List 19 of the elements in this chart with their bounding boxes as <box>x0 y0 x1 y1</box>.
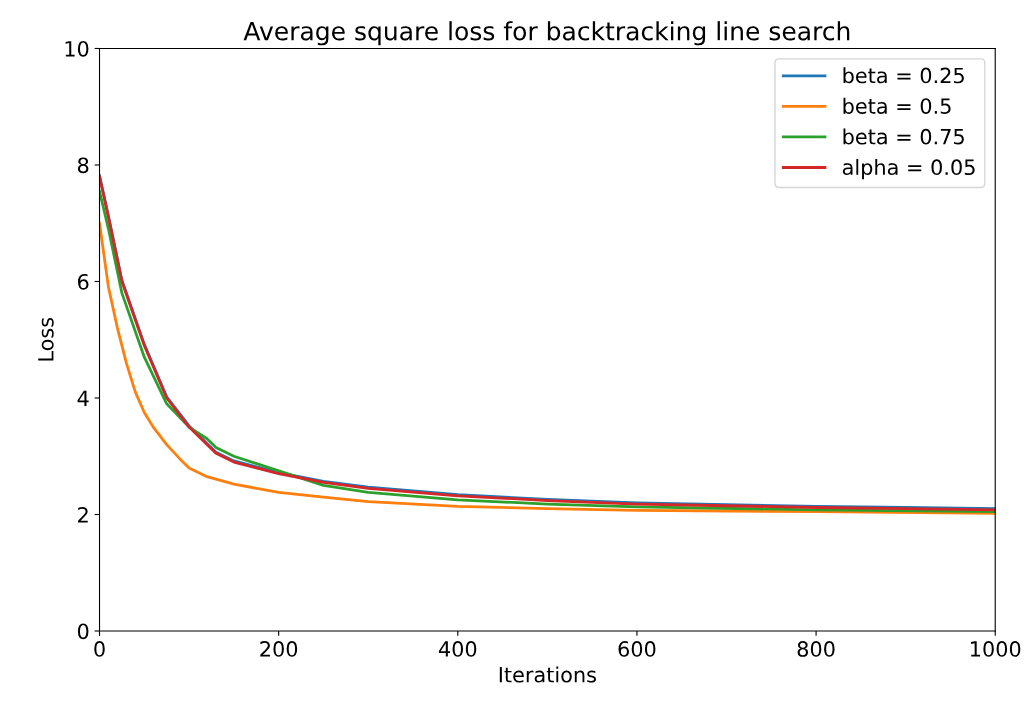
x-tick-label: 600 <box>618 641 656 657</box>
y-tick-label: 6 <box>78 273 89 290</box>
legend-label: beta = 0.25 <box>843 67 964 84</box>
y-tick-label: 2 <box>78 506 88 523</box>
y-tick-label: 8 <box>77 157 89 174</box>
chart-title: Average square loss for backtracking line search <box>243 21 850 46</box>
legend-label: beta = 0.5 <box>843 97 951 114</box>
y-tick-label: 0 <box>77 623 89 640</box>
x-tick-label: 200 <box>260 641 298 657</box>
y-axis-title: Loss <box>38 317 54 361</box>
y-tick-label: 4 <box>77 390 89 406</box>
y-tick-label: 10 <box>65 40 89 57</box>
x-axis-title: Iterations <box>499 666 596 683</box>
x-tick-label: 400 <box>438 641 477 657</box>
legend-label: alpha = 0.05 <box>842 158 975 180</box>
x-tick-label: 800 <box>797 641 835 657</box>
legend-label: beta = 0.75 <box>843 128 964 145</box>
x-tick-label: 0 <box>94 641 105 657</box>
x-tick-label: 1000 <box>971 641 1021 657</box>
